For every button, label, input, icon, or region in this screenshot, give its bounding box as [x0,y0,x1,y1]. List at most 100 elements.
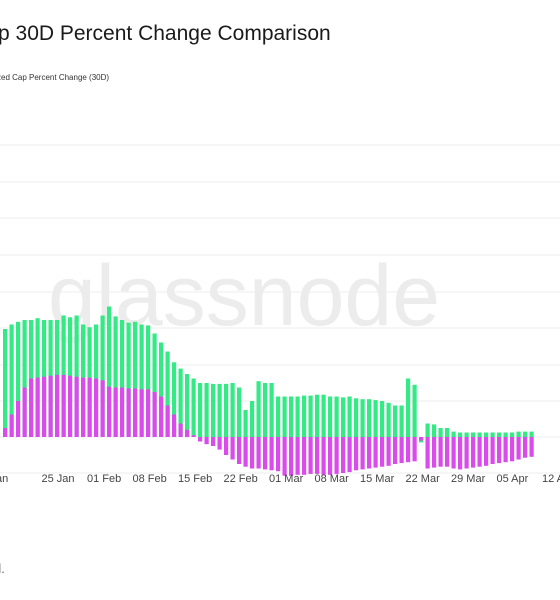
bar-series-b [510,437,515,462]
bar-series-a [464,432,469,437]
bar-series-b [120,387,125,437]
bar-series-b [451,437,456,469]
bar-series-a [276,396,281,437]
bar-series-a [360,399,365,437]
x-tick-label: 01 Mar [269,473,304,485]
bar-series-a [445,428,450,437]
bar-series-b [204,437,209,445]
bar-series-b [315,437,320,474]
bar-series-b [458,437,463,470]
bar-series-b [380,437,385,467]
bar-series-b [87,377,92,437]
bar-series-a [113,316,118,437]
bar-series-b [107,386,112,437]
bar-series-a [198,383,203,437]
bar-series-a [484,432,489,437]
bar-series-b [399,437,404,464]
bar-series-a [516,431,521,437]
bar-series-b [217,437,222,450]
bar-series-a [328,396,333,437]
bar-series-a [165,351,170,437]
bar-series-b [393,437,398,464]
bar-series-b [321,437,326,475]
bar-series-b [178,423,183,437]
bar-series-a [146,325,151,437]
bar-series-a [497,432,502,437]
bar-series-b [35,377,40,437]
bar-series-b [438,437,443,467]
bar-series-b [523,437,528,458]
bar-series-a [133,321,138,437]
bar-series-a [380,401,385,437]
bar-series-b [100,380,105,437]
bar-series-a [9,324,14,437]
bar-series-a [412,384,417,437]
bar-series-a [373,400,378,437]
bar-series-a [490,432,495,437]
bar-series-a [471,432,476,437]
bar-series-b [445,437,450,467]
bar-series-b [198,437,203,442]
bar-series-a [250,401,255,437]
bar-series-a [289,396,294,437]
bar-series-a [386,402,391,437]
x-tick-label: 05 Apr [497,473,529,485]
bar-series-a [438,428,443,437]
bar-series-b [172,414,177,437]
bar-series-b [126,388,131,437]
bar-series-b [243,437,248,467]
bar-series-a [308,395,313,437]
bar-series-b [471,437,476,468]
bar-series-a [321,394,326,437]
bar-series-a [510,432,515,437]
bar-series-b [269,437,274,471]
bar-series-b [61,374,66,437]
bar-series-b [237,437,242,464]
bar-series-b [360,437,365,470]
bar-series-b [230,437,235,460]
grid-lines [0,144,560,474]
x-tick-label: 25 Jan [42,473,75,485]
bar-series-a [367,399,372,437]
bar-series-b [165,405,170,437]
bar-series-b [354,437,359,471]
bar-series-b [133,388,138,437]
bar-series-b [29,378,34,437]
bar-series-b [341,437,346,473]
x-tick-label: 15 Feb [178,473,212,485]
bar-series-b [406,437,411,463]
bar-series-a [3,329,8,437]
bar-series-b [425,437,430,469]
bar-series-b [347,437,352,473]
bar-series-b [419,437,424,441]
bar-series-a [432,424,437,437]
bar-series-a [529,431,534,437]
bar-series-a [458,432,463,437]
bar-series-b [250,437,255,469]
bar-series-b [152,392,157,437]
bar-series-b [386,437,391,466]
bar-series-a [477,432,482,437]
bar-series-a [204,383,209,437]
bar-series-b [497,437,502,464]
legend-label: zed Cap Percent Change (30D) [0,73,110,82]
x-tick-label: an [0,473,8,485]
bar-series-a [393,405,398,437]
bar-series-a [354,398,359,437]
x-tick-label: 29 Mar [451,473,486,485]
bar-series-a [282,396,287,437]
bar-series-a [243,410,248,437]
bar-series-b [289,437,294,476]
bar-series-b [308,437,313,474]
bar-series-a [172,362,177,437]
footer-text: d. [0,561,5,576]
bar-series-b [503,437,508,463]
bar-series-b [464,437,469,469]
bar-series-b [22,387,27,437]
bar-series-a [178,368,183,437]
bar-series-b [191,435,196,437]
bar-series-a [451,431,456,437]
x-tick-label: 12 Apr [542,473,560,485]
bars [3,306,534,476]
